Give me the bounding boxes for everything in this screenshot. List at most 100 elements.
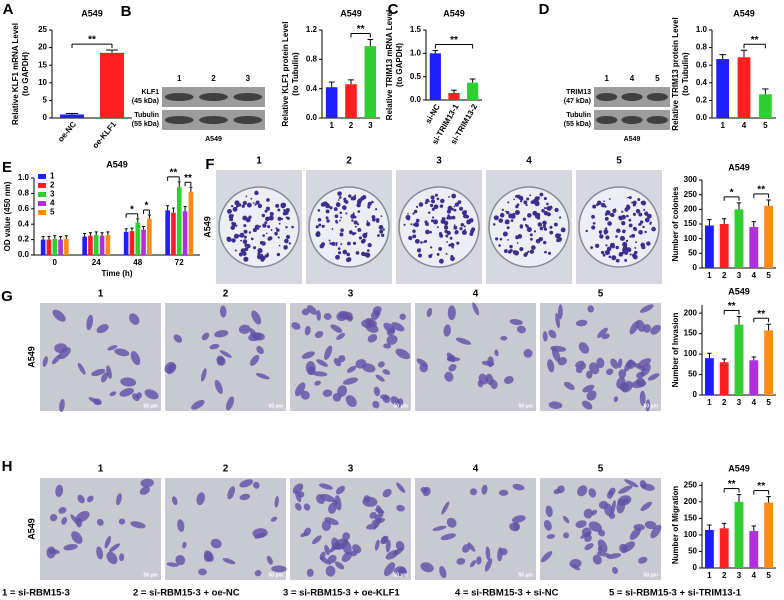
error-bar [451,89,457,93]
scale-label: 50 μm [644,403,659,409]
colony [513,198,515,201]
colony [344,200,349,204]
colony [536,196,540,200]
colony [439,204,444,208]
cell [563,381,575,391]
cell [399,313,406,320]
cell [650,324,661,335]
colony [377,234,380,237]
colony [276,252,281,257]
colony [243,224,247,228]
y-tick-label: 15 [38,60,47,69]
cell [342,313,354,320]
cell [516,325,526,334]
cell [650,524,662,539]
cell [504,376,514,384]
cell [582,400,593,410]
colony [425,229,430,235]
colony [405,214,411,220]
colony [244,243,248,247]
colony [499,212,505,218]
cell [319,483,333,490]
chart-title: A549 [728,162,750,172]
cell [618,485,633,494]
cell [382,369,391,375]
error-bar [707,219,712,226]
cell [597,529,606,537]
bar [171,212,176,255]
cell [129,313,140,325]
cell [307,366,316,375]
cell [324,345,333,360]
bar [467,82,479,100]
colony [608,198,611,200]
colony [632,212,636,216]
cell [301,308,310,316]
chart-title: A549 [106,159,128,169]
colony [408,235,413,241]
colony [429,230,432,234]
image-label: 2 [346,156,352,167]
cell [647,373,660,381]
colony [436,252,440,256]
cell [271,565,287,573]
cell [249,354,260,366]
bar [182,211,188,255]
cell [640,501,652,512]
colony [230,204,234,208]
error-bar [171,207,175,213]
colony [242,215,248,221]
scale-label: 50 μm [144,572,159,578]
cell [586,390,597,401]
colony [621,210,624,213]
image-label: 4 [526,156,532,167]
colony [343,197,347,201]
sig-label: ** [728,301,736,312]
colony [252,202,255,204]
colony [440,198,445,204]
cell [395,348,411,360]
bar [100,52,124,118]
x-tick-label: 5 [766,571,771,580]
cell [635,377,646,387]
colony [431,216,435,219]
cell [422,486,431,497]
colony [451,193,457,199]
colony [430,195,435,200]
colony [536,216,541,220]
image-label: 3 [436,156,442,167]
colony [366,220,369,222]
cell [120,377,137,387]
sig-label: * [730,188,734,199]
cell [484,558,493,572]
blot-cell-label: A549 [205,136,222,143]
chart-title: A549 [728,463,750,473]
cell [182,541,187,549]
colony [257,248,263,254]
x-tick-label: oe-KLF1 [91,119,119,150]
colony [365,252,371,258]
bar [135,222,141,255]
error-bar [59,236,63,240]
cell [191,399,205,410]
colony [446,216,450,220]
colony [315,225,319,229]
cell [512,483,525,491]
colony [285,216,288,219]
cell [200,368,207,382]
colony [240,248,246,254]
colony [266,232,268,235]
scale-label: 50 μm [144,403,159,409]
lane-label: 1 [604,74,609,83]
cell [617,495,632,506]
legend-label: 1 [50,172,55,181]
colony [374,208,378,211]
scale-label: 50 μm [269,403,284,409]
x-tick-label: 3 [368,121,373,130]
colony [376,220,379,223]
cell [58,347,71,360]
colony [352,241,357,245]
cell [455,337,472,345]
error-bar [41,236,45,240]
colony [262,223,267,228]
